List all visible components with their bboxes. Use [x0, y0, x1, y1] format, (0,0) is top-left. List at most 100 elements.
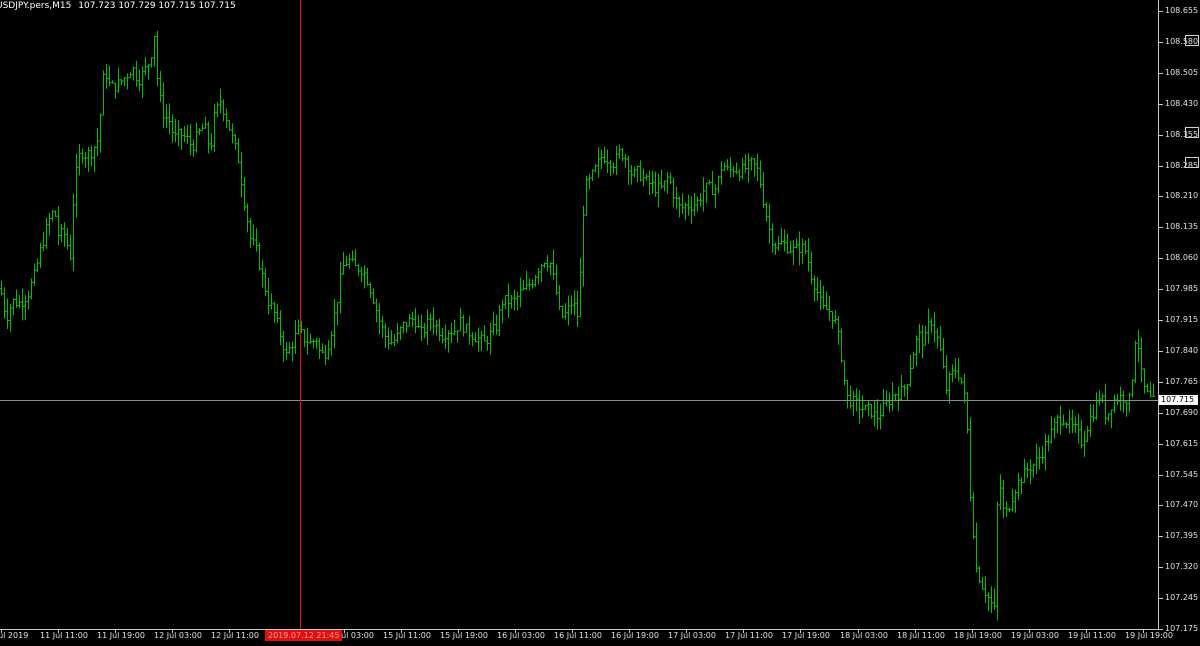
- price-bar: [111, 80, 114, 84]
- price-bar: [831, 310, 834, 329]
- price-bar: [1146, 383, 1149, 393]
- price-label: 108.505: [1165, 68, 1199, 77]
- price-bar: [933, 312, 936, 343]
- price-bar: [36, 258, 39, 273]
- price-bar: [495, 314, 498, 335]
- price-bar: [570, 295, 573, 315]
- price-bar: [3, 287, 6, 319]
- price-bar: [489, 322, 492, 355]
- price-bar: [798, 231, 801, 266]
- price-bar: [1080, 419, 1083, 449]
- price-bar: [531, 279, 534, 289]
- time-label: 18 Jul 03:00: [840, 631, 888, 640]
- price-bar: [642, 168, 645, 187]
- time-tick: [58, 629, 59, 633]
- price-bar: [738, 168, 741, 181]
- price-bar: [981, 577, 984, 590]
- price-bar: [867, 400, 870, 417]
- time-tick: [858, 629, 859, 633]
- price-bar: [129, 72, 132, 79]
- price-bar: [612, 162, 615, 174]
- price-bar: [687, 194, 690, 216]
- price-bar: [948, 371, 951, 405]
- price-bar: [825, 291, 828, 310]
- price-bar: [450, 323, 453, 343]
- price-bar: [897, 386, 900, 412]
- price-bar: [1023, 458, 1026, 484]
- price-bar: [1005, 501, 1008, 517]
- price-bar: [273, 301, 276, 324]
- price-bar: [1002, 479, 1005, 519]
- price-bar: [645, 173, 648, 181]
- price-tick: [1158, 289, 1163, 290]
- price-bar: [600, 149, 603, 169]
- price-bar: [21, 288, 24, 321]
- price-bar: [537, 267, 540, 285]
- price-bar: [465, 323, 468, 333]
- price-bar: [1047, 434, 1050, 452]
- time-tick: [629, 629, 630, 633]
- price-bar: [777, 236, 780, 251]
- time-tick: [800, 629, 801, 633]
- price-bar: [927, 308, 930, 344]
- price-bar: [267, 278, 270, 315]
- price-bar: [720, 161, 723, 185]
- price-bar: [519, 277, 522, 308]
- price-bar: [873, 400, 876, 427]
- price-bar: [180, 128, 183, 150]
- price-bar: [396, 323, 399, 344]
- time-tick: [1086, 629, 1087, 633]
- price-bar: [858, 390, 861, 424]
- price-bar: [855, 388, 858, 412]
- price-bar: [756, 153, 759, 182]
- price-bar: [312, 339, 315, 349]
- price-bar: [447, 330, 450, 353]
- price-tick: [1158, 73, 1163, 74]
- price-bar: [1116, 393, 1119, 406]
- price-bar: [363, 265, 366, 289]
- time-axis[interactable]: [0, 629, 1158, 646]
- price-bar: [333, 298, 336, 349]
- price-bar: [225, 108, 228, 129]
- price-bar: [750, 157, 753, 171]
- price-bar: [150, 56, 153, 68]
- price-box-icon: [1185, 157, 1199, 168]
- price-tick: [1158, 444, 1163, 445]
- price-box-icon: [1185, 127, 1199, 138]
- price-bar: [411, 312, 414, 328]
- price-bar: [342, 252, 345, 275]
- price-bar: [972, 492, 975, 540]
- price-bar: [930, 318, 933, 333]
- price-tick: [1158, 598, 1163, 599]
- price-tick: [1158, 166, 1163, 167]
- price-bar: [114, 82, 117, 99]
- time-label: 17 Jul 03:00: [668, 631, 716, 640]
- price-bar: [1095, 392, 1098, 420]
- price-bar: [366, 267, 369, 286]
- price-bar: [162, 82, 165, 128]
- price-bar: [477, 327, 480, 352]
- price-bar: [132, 66, 135, 81]
- price-bar: [189, 123, 192, 156]
- price-axis[interactable]: [1158, 0, 1200, 630]
- price-bar: [663, 180, 666, 192]
- price-bar: [18, 295, 21, 309]
- price-bar: [168, 103, 171, 135]
- price-bar: [804, 240, 807, 255]
- price-bar: [915, 335, 918, 367]
- price-bar: [24, 295, 27, 321]
- price-bar: [501, 299, 504, 324]
- price-bar: [12, 298, 15, 316]
- price-bar: [252, 224, 255, 246]
- time-label: 19 Jul 19:00: [1125, 631, 1173, 640]
- price-bar: [120, 79, 123, 86]
- price-label: 108.430: [1165, 99, 1199, 108]
- price-bar: [765, 201, 768, 222]
- price-bar: [72, 193, 75, 272]
- price-bar: [393, 334, 396, 347]
- time-tick: [686, 629, 687, 633]
- price-bar: [30, 278, 33, 300]
- price-bar: [606, 149, 609, 173]
- price-bar: [276, 303, 279, 324]
